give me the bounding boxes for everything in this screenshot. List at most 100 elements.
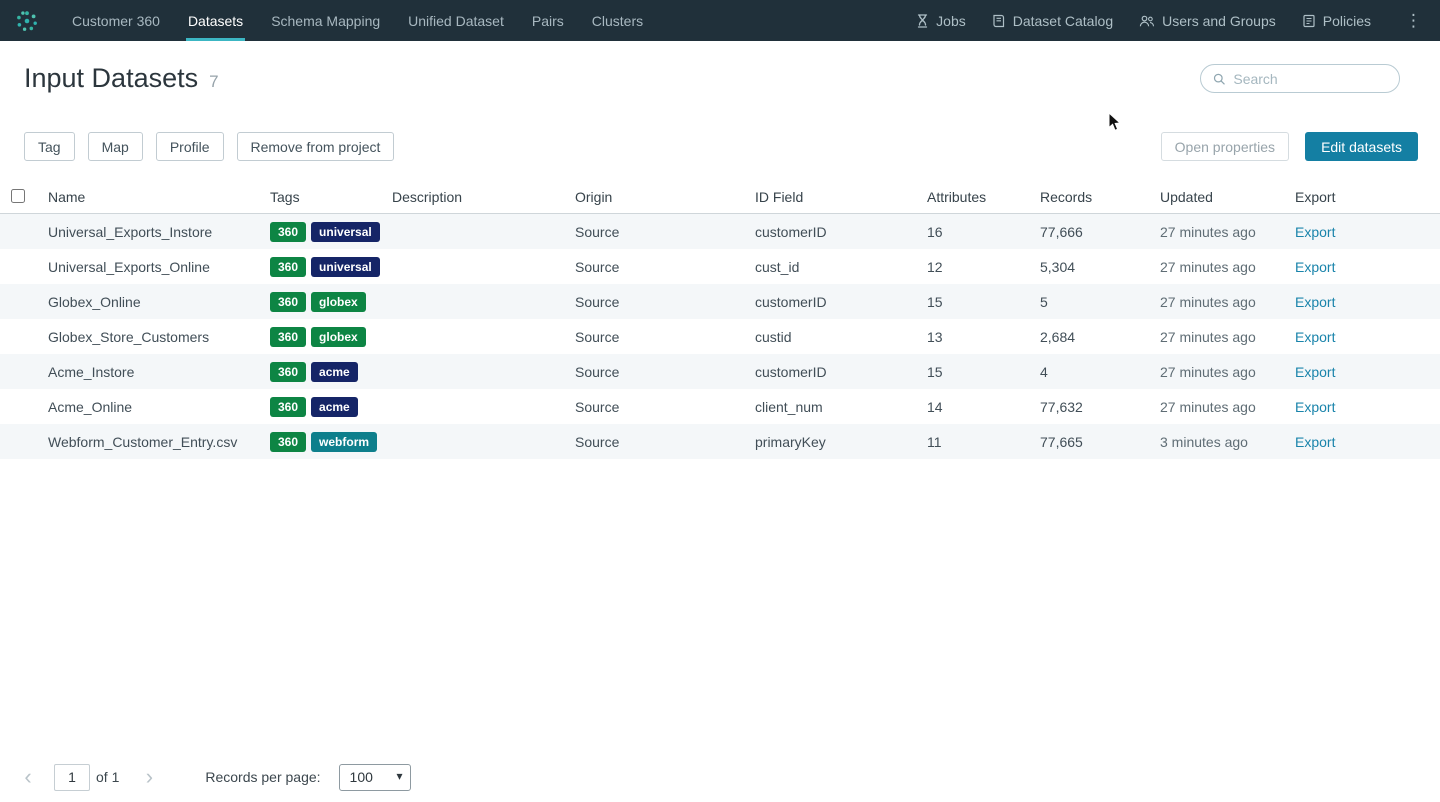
logo-icon [17,10,37,31]
col-header-updated[interactable]: Updated [1160,189,1295,205]
tag-badge: 360 [270,396,307,417]
records-per-page-wrap: 100 [338,763,411,791]
records-count: 77,665 [1040,433,1083,450]
tab-schema-mapping[interactable]: Schema Mapping [271,12,381,29]
table-row[interactable]: Acme_Instore 360 acme Source customerID … [0,354,1440,389]
title-block: Input Datasets 7 [24,63,219,94]
profile-button[interactable]: Profile [155,132,224,161]
col-header-tags[interactable]: Tags [270,189,392,205]
col-header-origin[interactable]: Origin [575,189,755,205]
previous-page-icon[interactable]: ‹ [24,764,32,789]
mouse-cursor [1108,112,1122,131]
users-icon [1139,15,1155,26]
origin: Source [575,363,620,380]
export-link[interactable]: Export [1295,433,1336,450]
col-header-records[interactable]: Records [1040,189,1160,205]
table-row[interactable]: Webform_Customer_Entry.csv 360 webform S… [0,424,1440,459]
table-row[interactable]: Globex_Store_Customers 360 globex Source… [0,319,1440,354]
select-all-cell [0,188,48,206]
export-cell: Export [1295,224,1440,240]
table-row[interactable]: Globex_Online 360 globex Source customer… [0,284,1440,319]
users-groups-menu-item[interactable]: Users and Groups [1139,13,1276,29]
export-cell: Export [1295,259,1440,275]
attributes-count: 16 [927,223,943,240]
export-link[interactable]: Export [1295,258,1336,275]
next-page-icon[interactable]: › [145,764,154,789]
tab-clusters[interactable]: Clusters [591,12,644,29]
table-row[interactable]: Universal_Exports_Online 360 universal S… [0,249,1440,284]
col-header-attributes[interactable]: Attributes [927,189,1040,205]
export-link[interactable]: Export [1295,328,1336,345]
col-header-description[interactable]: Description [392,189,575,205]
dataset-name: Globex_Online [48,293,141,310]
export-link[interactable]: Export [1295,398,1336,415]
col-header-id-field[interactable]: ID Field [755,189,927,205]
toolbar-right: Open properties Edit datasets [1160,132,1418,161]
attributes-count: 14 [927,398,943,415]
export-link[interactable]: Export [1295,363,1336,380]
select-all-checkbox[interactable] [11,188,25,203]
origin: Source [575,398,620,415]
records-count: 77,632 [1040,398,1083,415]
attributes-count: 13 [927,328,943,345]
tab-pairs[interactable]: Pairs [531,12,564,29]
page-number-input[interactable] [54,763,90,791]
tag-badge: acme [311,361,358,382]
search-box[interactable] [1200,64,1400,93]
page-count-label: of 1 [96,769,120,785]
overflow-menu-icon[interactable]: ⋮ [1405,10,1422,30]
tags-cell: 360 webform [270,431,392,452]
tag-badge: 360 [270,326,307,347]
dataset-name: Webform_Customer_Entry.csv [48,433,238,450]
records-per-page-select[interactable]: 100 [338,763,411,791]
dataset-catalog-menu-item[interactable]: Dataset Catalog [992,13,1113,29]
id-field: customerID [755,293,827,310]
tag-badge: universal [311,221,380,242]
nav-utilities: Jobs Dataset Catalog Users and Groups [916,0,1426,41]
export-link[interactable]: Export [1295,223,1336,240]
tag-badge: universal [311,256,380,277]
map-button[interactable]: Map [87,132,143,161]
id-field: client_num [755,398,823,415]
attributes-count: 12 [927,258,943,275]
nav-tabs: Customer 360 Datasets Schema Mapping Uni… [58,0,657,41]
records-per-page-label: Records per page: [205,769,321,785]
table-row[interactable]: Universal_Exports_Instore 360 universal … [0,214,1440,249]
tag-badge: 360 [270,361,307,382]
jobs-menu-item[interactable]: Jobs [916,13,966,29]
tag-badge: 360 [270,431,307,452]
hourglass-icon [918,13,928,28]
records-count: 4 [1040,363,1048,380]
pagination-bar: ‹ of 1 › Records per page: 100 [0,752,1440,802]
app-logo[interactable] [14,0,40,41]
updated: 27 minutes ago [1160,363,1256,380]
open-properties-button[interactable]: Open properties [1160,132,1290,161]
tab-unified-dataset[interactable]: Unified Dataset [408,12,504,29]
dataset-name: Acme_Online [48,398,133,415]
search-icon [1213,73,1225,85]
dataset-name: Globex_Store_Customers [48,328,210,345]
export-cell: Export [1295,294,1440,310]
edit-datasets-button[interactable]: Edit datasets [1305,132,1418,161]
tags-cell: 360 universal [270,256,392,277]
search-input[interactable] [1233,70,1387,87]
id-field: custid [755,328,792,345]
datasets-table: Name Tags Description Origin ID Field At… [0,181,1440,459]
records-count: 2,684 [1040,328,1076,345]
table-body: Universal_Exports_Instore 360 universal … [0,214,1440,459]
remove-from-project-button[interactable]: Remove from project [236,132,395,161]
tab-datasets[interactable]: Datasets [174,0,257,41]
col-header-export[interactable]: Export [1295,189,1440,205]
col-header-name[interactable]: Name [48,189,270,205]
export-cell: Export [1295,434,1440,450]
table-row[interactable]: Acme_Online 360 acme Source client_num 1… [0,389,1440,424]
dataset-name: Acme_Instore [48,363,135,380]
table-header-row: Name Tags Description Origin ID Field At… [0,181,1440,214]
policies-menu-item[interactable]: Policies [1302,13,1371,29]
export-link[interactable]: Export [1295,293,1336,310]
attributes-count: 11 [927,433,942,450]
tag-button[interactable]: Tag [24,132,75,161]
export-cell: Export [1295,399,1440,415]
tab-customer-360[interactable]: Customer 360 [72,12,160,29]
export-cell: Export [1295,364,1440,380]
